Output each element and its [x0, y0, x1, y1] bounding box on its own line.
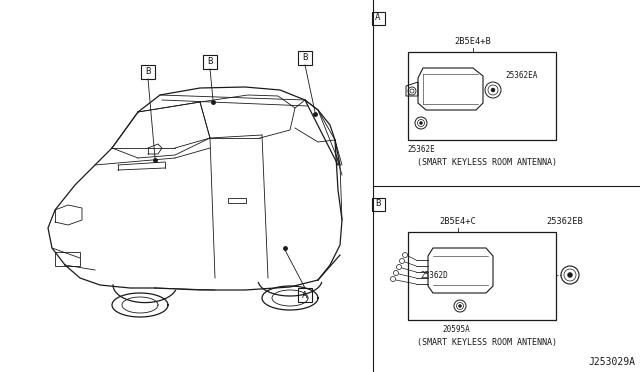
Bar [372, 198, 385, 211]
Text: (SMART KEYLESS ROOM ANTENNA): (SMART KEYLESS ROOM ANTENNA) [417, 157, 557, 167]
Bar [203, 55, 217, 69]
Circle shape [491, 88, 495, 92]
Circle shape [568, 273, 573, 278]
Circle shape [458, 305, 461, 308]
Bar [408, 52, 556, 140]
Text: B: B [375, 199, 381, 208]
Bar [141, 65, 155, 79]
Bar [372, 12, 385, 25]
Text: J253029A: J253029A [588, 357, 635, 367]
Text: 25362EA: 25362EA [505, 71, 538, 80]
Text: B: B [145, 67, 150, 77]
Text: 25362D: 25362D [420, 272, 448, 280]
Bar [55, 252, 80, 266]
Bar [408, 232, 556, 320]
Text: A: A [375, 13, 381, 22]
Text: 20595A: 20595A [442, 326, 470, 334]
Text: 2B5E4+B: 2B5E4+B [454, 38, 492, 46]
Circle shape [419, 122, 422, 125]
Bar [298, 288, 312, 302]
Bar [298, 51, 312, 65]
Text: (SMART KEYLESS ROOM ANTENNA): (SMART KEYLESS ROOM ANTENNA) [417, 337, 557, 346]
Text: B: B [302, 54, 308, 62]
Text: A: A [302, 291, 308, 299]
Text: 25362E: 25362E [407, 145, 435, 154]
Text: 2B5E4+C: 2B5E4+C [440, 218, 476, 227]
Text: 25362EB: 25362EB [547, 218, 584, 227]
Text: B: B [207, 58, 212, 67]
Bar [228, 198, 246, 203]
